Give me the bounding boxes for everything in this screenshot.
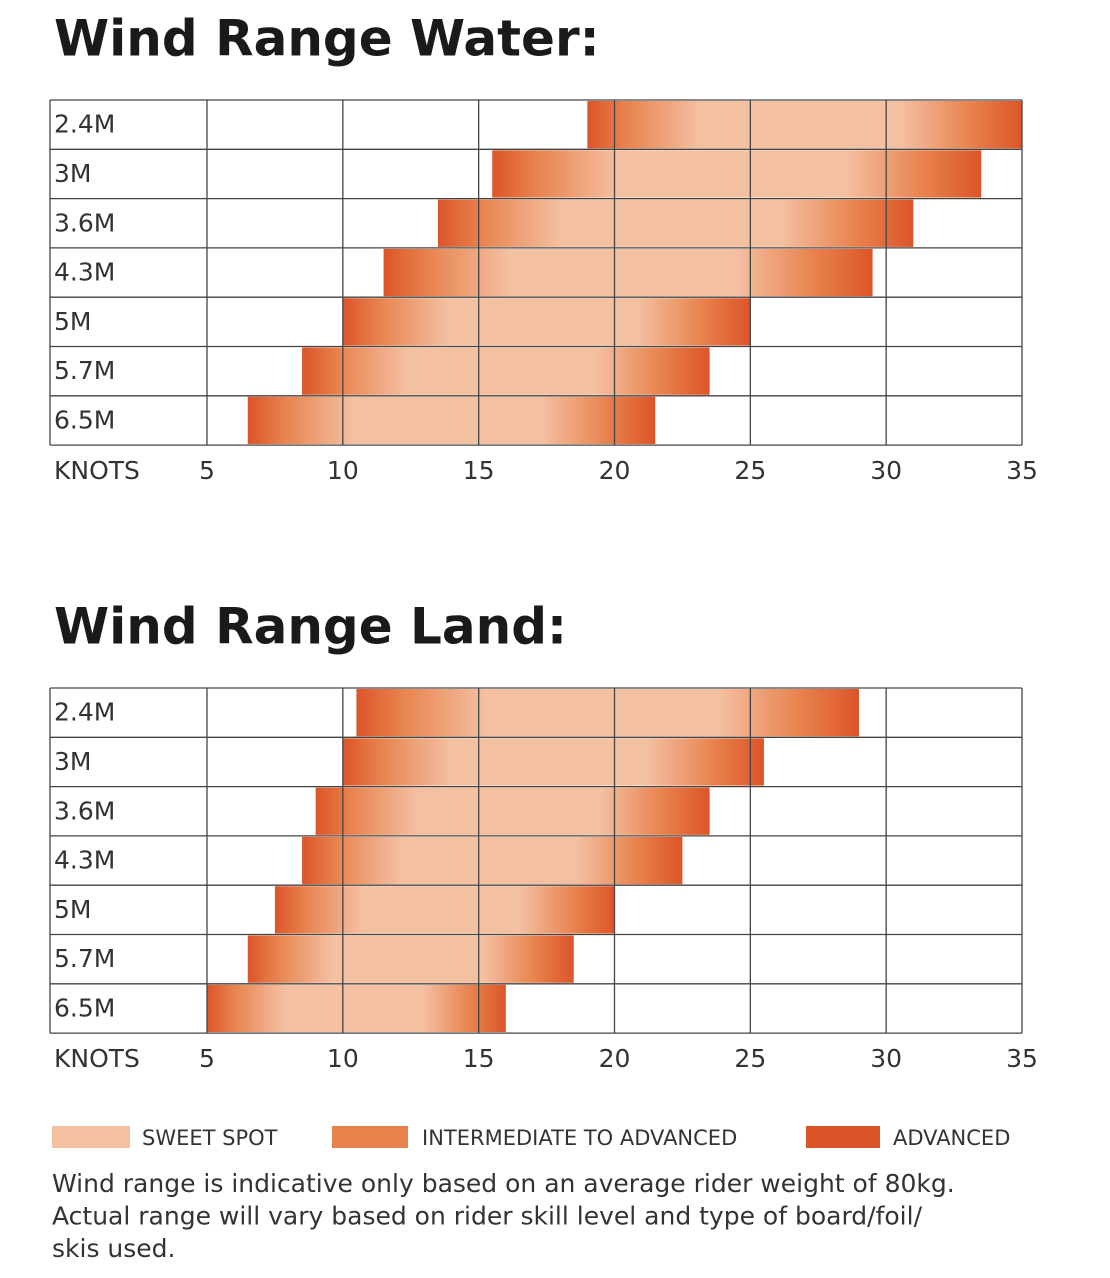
footnote: Wind range is indicative only based on a… bbox=[52, 1169, 955, 1198]
x-tick-label: 15 bbox=[463, 1044, 495, 1073]
range-bar bbox=[342, 298, 751, 346]
x-axis-label: KNOTS bbox=[54, 456, 140, 485]
footnote: Actual range will vary based on rider sk… bbox=[52, 1202, 923, 1231]
range-bar bbox=[437, 199, 914, 247]
x-tick-label: 20 bbox=[599, 1044, 631, 1073]
legend-swatch bbox=[52, 1126, 130, 1148]
legend-label: INTERMEDIATE TO ADVANCED bbox=[422, 1126, 737, 1150]
x-tick-label: 5 bbox=[199, 456, 215, 485]
category-label: 5M bbox=[54, 307, 91, 336]
chart-title: Wind Range Land: bbox=[54, 598, 567, 656]
x-tick-label: 15 bbox=[463, 456, 495, 485]
x-axis-label: KNOTS bbox=[54, 1044, 140, 1073]
x-tick-label: 10 bbox=[327, 456, 359, 485]
x-tick-label: 20 bbox=[599, 456, 631, 485]
category-label: 5M bbox=[54, 895, 91, 924]
chart-title: Wind Range Water: bbox=[54, 10, 600, 68]
range-bar bbox=[383, 248, 873, 297]
legend-swatch bbox=[332, 1126, 408, 1148]
x-tick-label: 25 bbox=[734, 456, 766, 485]
category-label: 6.5M bbox=[54, 405, 115, 434]
x-tick-label: 25 bbox=[734, 1044, 766, 1073]
category-label: 4.3M bbox=[54, 846, 115, 875]
category-label: 6.5M bbox=[54, 993, 115, 1022]
x-tick-label: 35 bbox=[1006, 1044, 1038, 1073]
legend-label: SWEET SPOT bbox=[142, 1126, 278, 1150]
legend-label: ADVANCED bbox=[893, 1126, 1010, 1150]
range-bar bbox=[207, 984, 506, 1033]
footnote: skis used. bbox=[52, 1234, 176, 1263]
category-label: 5.7M bbox=[54, 356, 115, 385]
x-tick-label: 35 bbox=[1006, 456, 1038, 485]
category-label: 2.4M bbox=[54, 698, 115, 727]
category-label: 3M bbox=[54, 747, 91, 776]
x-tick-label: 10 bbox=[327, 1044, 359, 1073]
x-tick-label: 5 bbox=[199, 1044, 215, 1073]
range-bar bbox=[302, 347, 710, 395]
range-bar bbox=[587, 101, 1022, 149]
category-label: 3.6M bbox=[54, 208, 115, 237]
category-label: 2.4M bbox=[54, 110, 115, 139]
category-label: 5.7M bbox=[54, 944, 115, 973]
range-bar bbox=[315, 787, 710, 835]
range-bar bbox=[492, 150, 982, 198]
range-bar bbox=[342, 738, 764, 786]
category-label: 3.6M bbox=[54, 796, 115, 825]
range-bar bbox=[274, 886, 615, 934]
category-label: 3M bbox=[54, 159, 91, 188]
range-bar bbox=[247, 935, 574, 983]
x-tick-label: 30 bbox=[870, 1044, 902, 1073]
legend-swatch bbox=[806, 1126, 880, 1148]
category-label: 4.3M bbox=[54, 258, 115, 287]
range-bar bbox=[302, 836, 683, 885]
x-tick-label: 30 bbox=[870, 456, 902, 485]
range-bar bbox=[247, 396, 656, 445]
range-bar bbox=[356, 689, 859, 737]
